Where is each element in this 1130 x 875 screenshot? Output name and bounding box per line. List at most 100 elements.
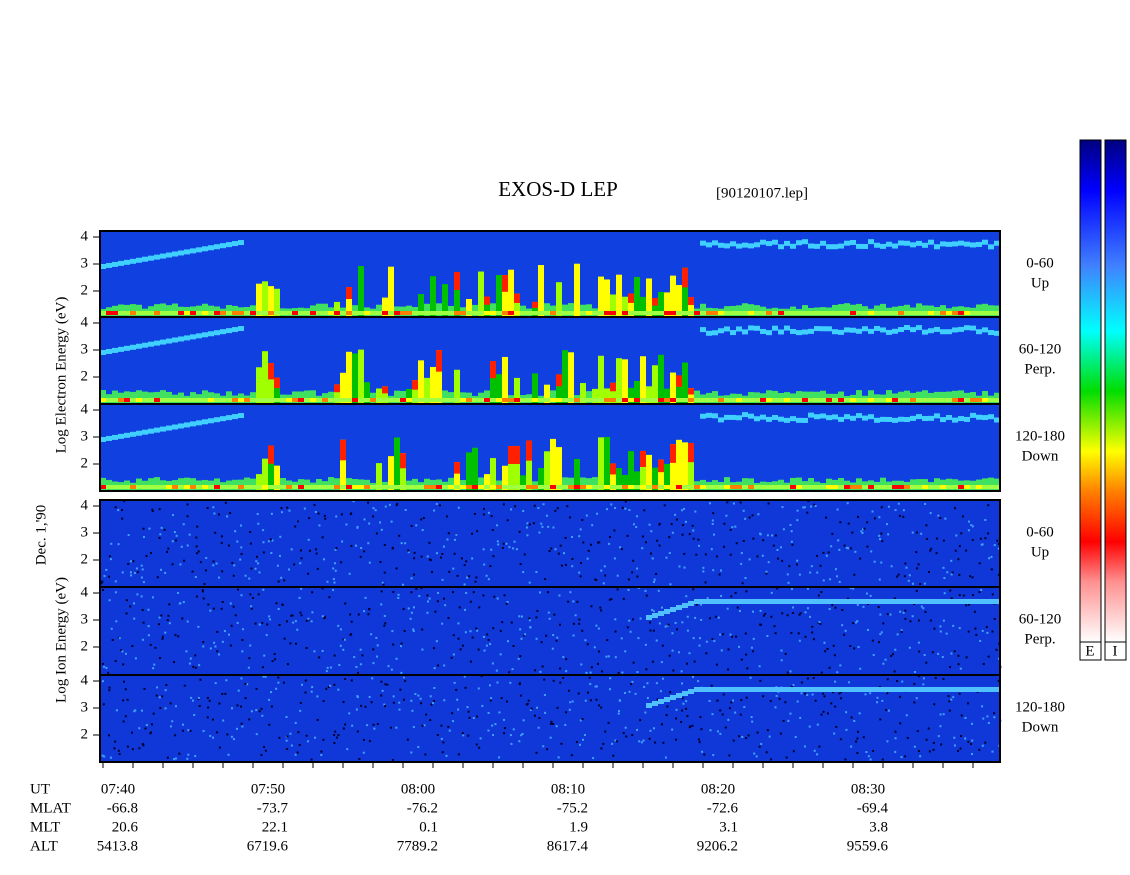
spectrogram-cell <box>221 692 224 695</box>
spectrogram-cell <box>762 695 765 698</box>
spectrogram-cell <box>190 311 196 315</box>
spectrogram-cell <box>734 591 737 594</box>
spectrogram-cell <box>605 655 608 658</box>
spectrogram-cell <box>533 714 536 717</box>
spectrogram-cell <box>372 507 375 510</box>
spectrogram-cell <box>987 532 990 535</box>
spectrogram-cell <box>250 607 253 610</box>
spectrogram-cell <box>916 325 922 331</box>
spectrogram-cell <box>467 734 470 737</box>
spectrogram-cell <box>240 722 243 725</box>
spectrogram-cell <box>820 398 826 402</box>
spectrogram-cell <box>232 327 238 333</box>
spectrogram-cell <box>333 562 336 565</box>
spectrogram-cell <box>960 735 963 738</box>
spectrogram-cell <box>502 542 505 545</box>
ephemeris-value: 3.8 <box>869 819 888 835</box>
spectrogram-cell <box>602 742 605 745</box>
spectrogram-cell <box>508 485 514 489</box>
spectrogram-cell <box>286 311 292 315</box>
spectrogram-cell <box>844 311 850 315</box>
spectrogram-cell <box>699 637 702 640</box>
spectrogram-cell <box>122 699 125 702</box>
spectrogram-cell <box>892 243 898 249</box>
spectrogram-cell <box>412 398 418 402</box>
spectrogram-cell <box>142 485 148 489</box>
spectrogram-cell <box>646 697 649 700</box>
date-label: Dec. 1,'90 <box>33 505 49 566</box>
spectrogram-cell <box>392 590 395 593</box>
spectrogram-cell <box>745 653 748 656</box>
spectrogram-cell <box>424 303 430 317</box>
spectrogram-cell <box>244 477 250 491</box>
spectrogram-cell <box>456 574 459 577</box>
spectrogram-cell <box>762 539 765 542</box>
spectrogram-cell <box>294 620 297 623</box>
spectrogram-cell <box>202 597 205 600</box>
spectrogram-cell <box>334 569 337 572</box>
spectrogram-cell <box>100 477 106 491</box>
spectrogram-cell <box>874 398 880 402</box>
spectrogram-cell <box>278 736 281 739</box>
spectrogram-cell <box>760 599 766 604</box>
spectrogram-cell <box>103 755 106 758</box>
spectrogram-cell <box>514 505 517 508</box>
spectrogram-cell <box>269 538 272 541</box>
spectrogram-cell <box>556 374 562 404</box>
spectrogram-cell <box>212 560 215 563</box>
spectrogram-cell <box>238 413 244 419</box>
spectrogram-cell <box>316 567 319 570</box>
spectrogram-cell <box>202 390 208 404</box>
spectrogram-cell <box>394 437 400 491</box>
spectrogram-cell <box>850 327 856 333</box>
spectrogram-cell <box>213 641 216 644</box>
spectrogram-cell <box>160 426 166 432</box>
spectrogram-cell <box>202 332 208 338</box>
spectrogram-cell <box>501 621 504 624</box>
spectrogram-cell <box>571 557 574 560</box>
spectrogram-cell <box>234 614 237 617</box>
spectrogram-cell <box>808 725 811 728</box>
spectrogram-cell <box>800 692 803 695</box>
spectrogram-cell <box>873 517 876 520</box>
spectrogram-cell <box>952 417 958 423</box>
spectrogram-cell <box>544 311 550 315</box>
spectrogram-cell <box>317 512 320 515</box>
spectrogram-cell <box>300 557 303 560</box>
spectrogram-cell <box>545 634 548 637</box>
spectrogram-cell <box>942 539 945 542</box>
spectrogram-cell <box>418 398 424 402</box>
spectrogram-cell <box>664 398 670 402</box>
spectrogram-cell <box>559 544 562 547</box>
spectrogram-cell <box>418 595 421 598</box>
spectrogram-cell <box>368 740 371 743</box>
spectrogram-cell <box>671 531 674 534</box>
spectrogram-cell <box>124 652 127 655</box>
spectrogram-cell <box>174 634 177 637</box>
spectrogram-cell <box>410 699 413 702</box>
spectrogram-cell <box>970 485 976 489</box>
spectrogram-cell <box>959 667 962 670</box>
spectrogram-cell <box>392 758 395 761</box>
spectrogram-cell <box>502 275 508 317</box>
spectrogram-cell <box>431 571 434 574</box>
spectrogram-cell <box>424 311 430 315</box>
spectrogram-cell <box>772 239 778 245</box>
spectrogram-cell <box>790 540 793 543</box>
spectrogram-cell <box>514 445 520 491</box>
spectrogram-cell <box>388 456 394 491</box>
spectrogram-cell <box>856 398 862 402</box>
spectrogram-cell <box>191 699 194 702</box>
spectrogram-cell <box>275 602 278 605</box>
spectrogram-cell <box>346 287 352 317</box>
spectrogram-cell <box>482 548 485 551</box>
spectrogram-cell <box>394 311 400 315</box>
spectrogram-cell <box>923 582 926 585</box>
spectrogram-cell <box>692 537 695 540</box>
spectrogram-cell <box>697 680 700 683</box>
spectrogram-cell <box>622 474 628 491</box>
spectrogram-cell <box>942 713 945 716</box>
spectrogram-cell <box>268 363 274 380</box>
spectrogram-cell <box>363 610 366 613</box>
spectrogram-cell <box>772 311 778 315</box>
